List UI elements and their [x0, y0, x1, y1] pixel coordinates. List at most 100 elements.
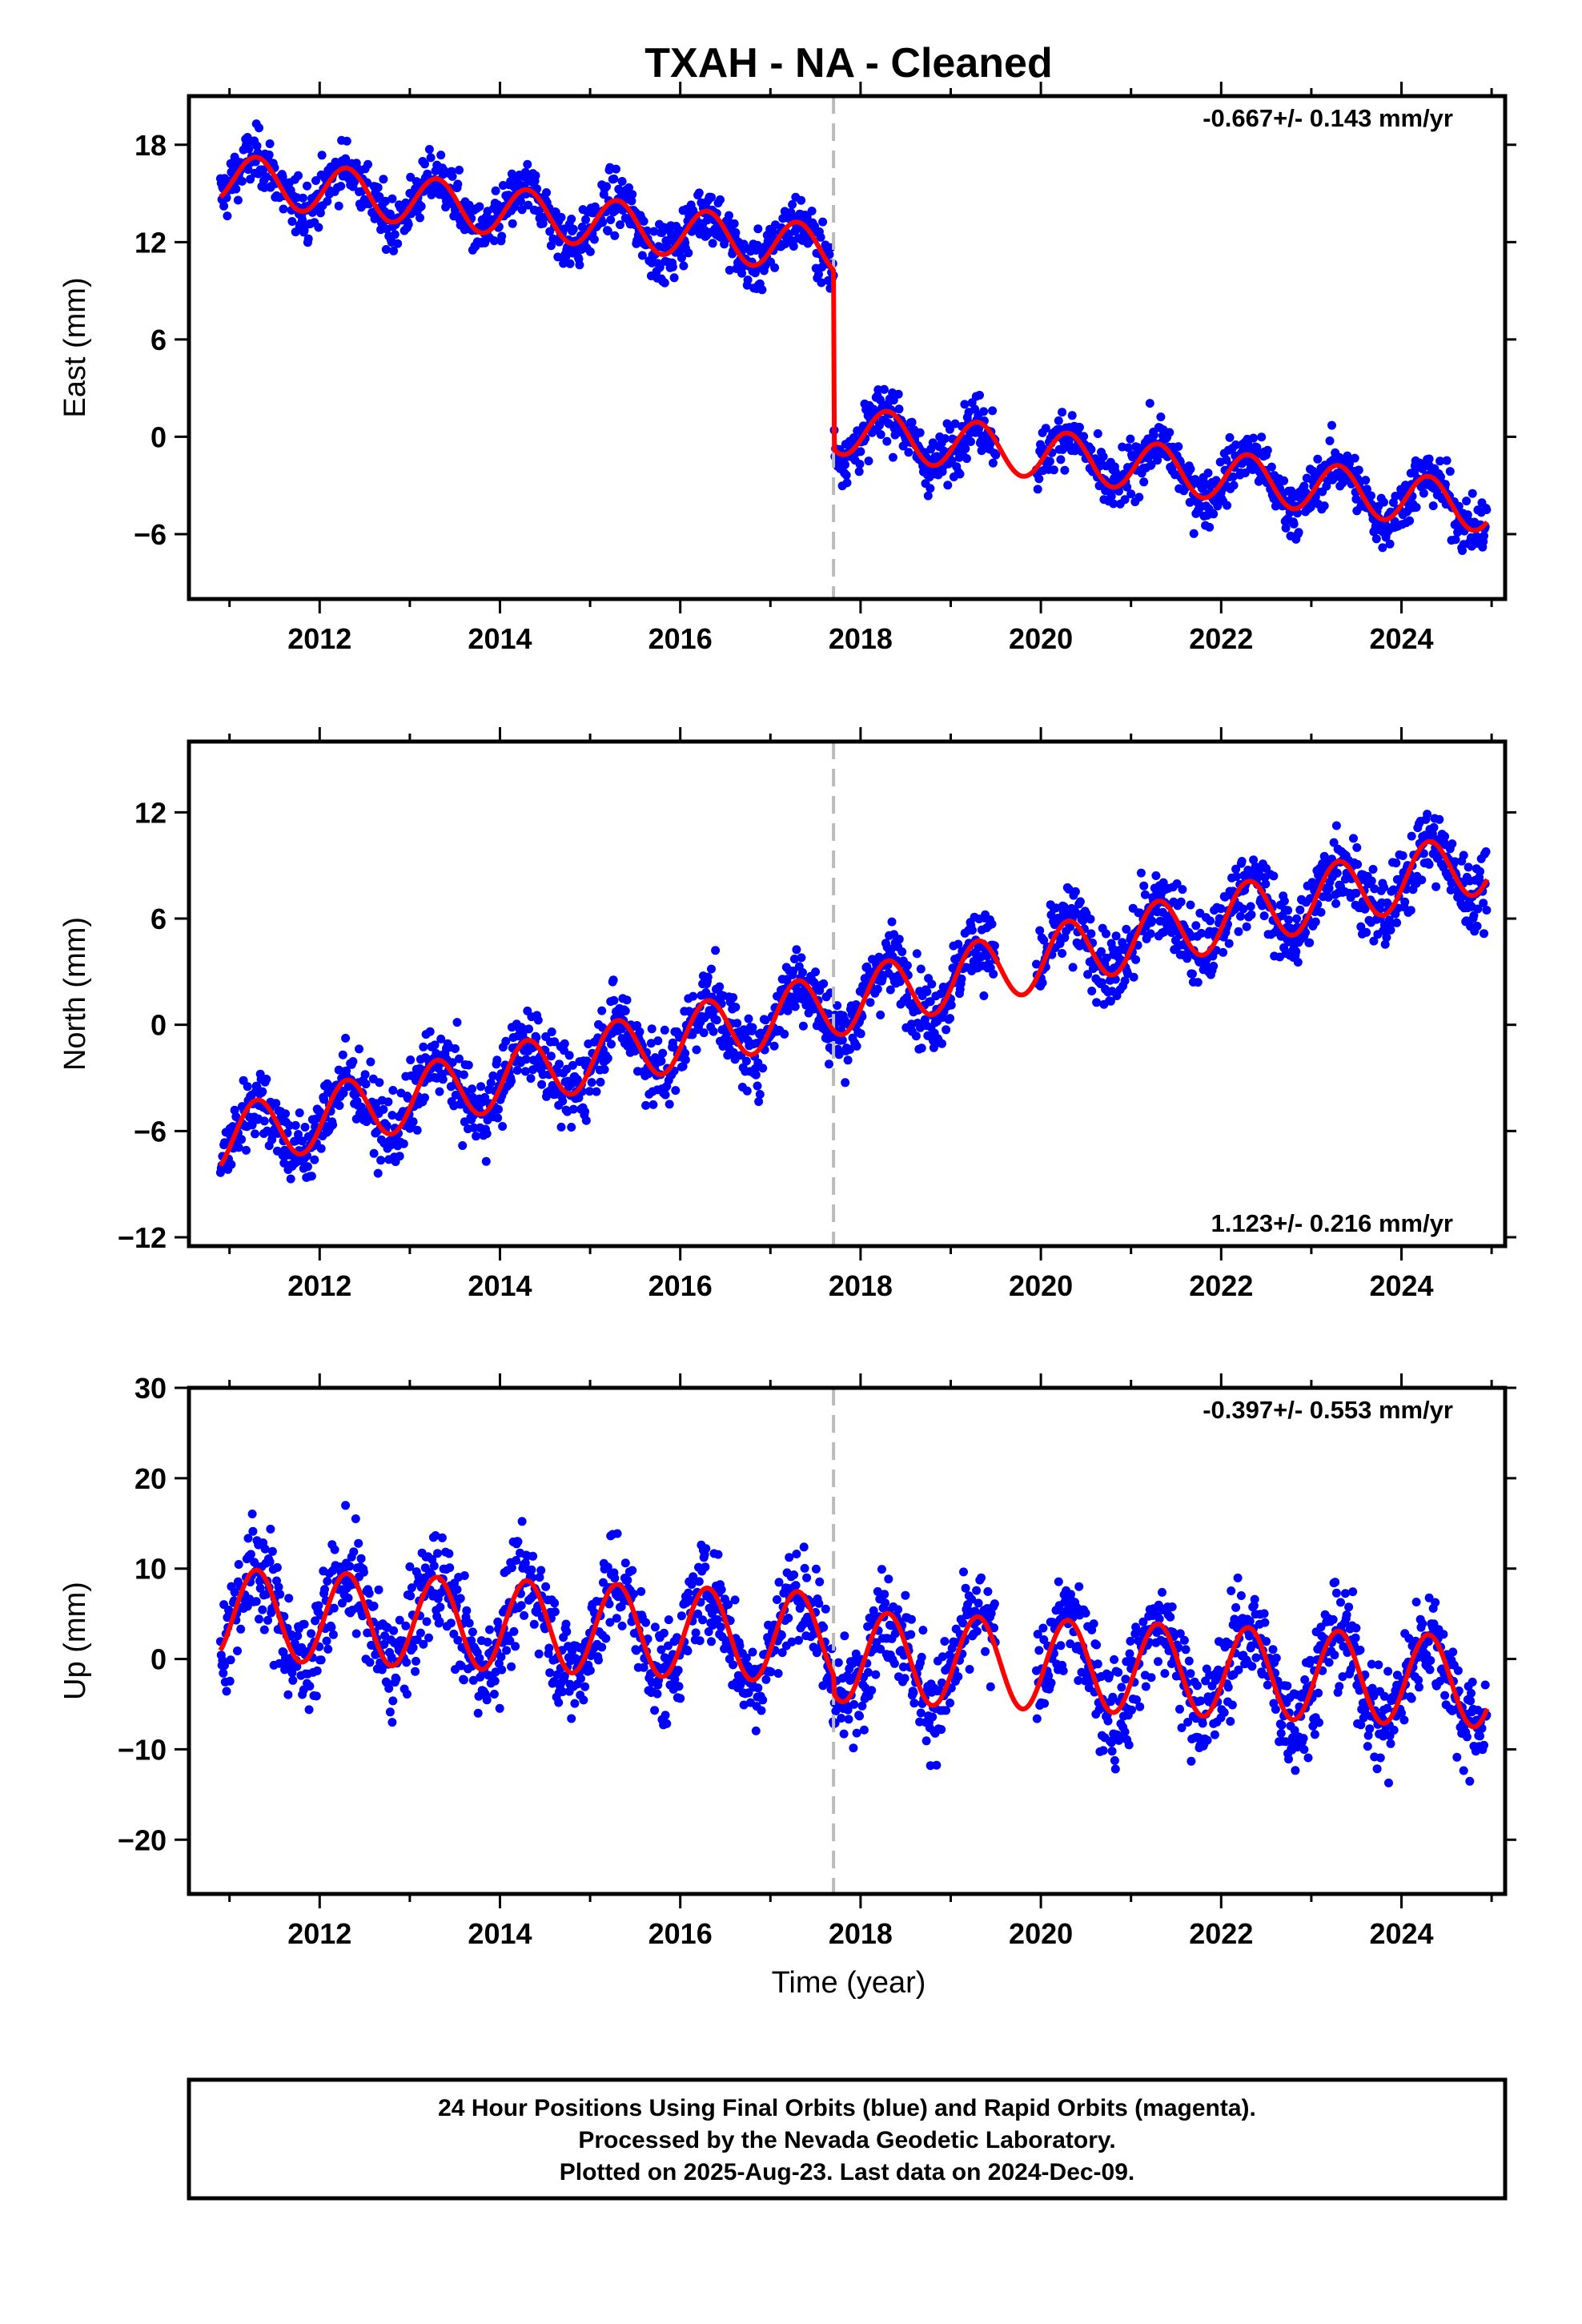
- data-point: [906, 1630, 916, 1639]
- data-point: [1325, 436, 1335, 445]
- data-point: [1223, 501, 1232, 510]
- data-point: [1067, 411, 1077, 420]
- data-point: [788, 199, 797, 209]
- data-point: [637, 251, 647, 260]
- data-point: [1289, 519, 1299, 529]
- data-point: [1089, 1619, 1098, 1629]
- data-point: [481, 1156, 491, 1166]
- data-point: [675, 226, 685, 235]
- data-point: [669, 273, 679, 283]
- data-point: [694, 1577, 704, 1586]
- data-point: [679, 261, 689, 271]
- data-point: [695, 1636, 705, 1646]
- up-panel: 2012 2014 2016 2018 2020 2022 2024−20−10010203…: [58, 1372, 1516, 1950]
- data-point: [1281, 523, 1291, 533]
- data-point: [757, 1706, 766, 1715]
- data-point: [1222, 455, 1231, 464]
- data-point: [507, 1076, 516, 1086]
- data-point: [242, 1145, 251, 1155]
- data-point: [650, 1706, 660, 1715]
- data-point: [717, 1585, 726, 1594]
- data-point: [1147, 916, 1157, 926]
- data-point: [938, 1039, 946, 1048]
- data-point: [901, 1590, 910, 1600]
- data-point: [1086, 915, 1095, 924]
- data-point: [1454, 501, 1464, 511]
- data-point: [251, 1597, 261, 1606]
- data-point: [246, 175, 255, 184]
- data-point: [523, 159, 532, 169]
- y-tick-label: 6: [151, 903, 167, 935]
- data-point: [311, 1691, 321, 1701]
- data-point: [855, 460, 865, 469]
- data-point: [758, 1063, 768, 1073]
- data-point: [1219, 947, 1228, 957]
- data-point: [404, 219, 413, 229]
- data-point: [568, 224, 578, 234]
- data-point: [567, 1123, 576, 1132]
- data-point: [713, 1550, 723, 1559]
- data-point: [968, 926, 977, 935]
- data-point: [770, 263, 780, 272]
- data-point: [603, 1054, 612, 1063]
- data-point: [423, 169, 432, 179]
- data-point: [798, 1021, 808, 1031]
- data-point: [262, 172, 271, 182]
- data-point: [379, 175, 388, 184]
- data-point: [403, 1690, 412, 1699]
- data-point: [961, 444, 970, 453]
- data-point: [1193, 978, 1203, 987]
- data-point: [922, 987, 932, 996]
- data-point: [636, 1586, 646, 1596]
- data-point: [553, 252, 563, 262]
- data-point: [1316, 907, 1326, 917]
- data-point: [303, 181, 311, 191]
- data-point: [612, 164, 620, 174]
- data-point: [424, 145, 434, 154]
- data-point: [941, 434, 950, 444]
- data-point: [753, 1683, 763, 1693]
- data-point: [1178, 885, 1187, 895]
- data-point: [1319, 501, 1329, 511]
- data-point: [1352, 842, 1362, 852]
- data-point: [620, 1558, 630, 1568]
- data-point: [661, 1711, 670, 1720]
- data-point: [498, 1122, 508, 1131]
- data-point: [1216, 904, 1226, 914]
- x-tick-label: 2022: [1189, 622, 1253, 655]
- data-point: [219, 1668, 228, 1678]
- data-point: [917, 1043, 926, 1053]
- data-point: [429, 1561, 439, 1570]
- data-point: [811, 967, 821, 977]
- data-point: [701, 1544, 711, 1554]
- data-point: [1045, 456, 1054, 466]
- data-point: [955, 469, 965, 479]
- data-points: [215, 810, 1492, 1184]
- data-point: [425, 1027, 435, 1036]
- data-point: [918, 1626, 928, 1635]
- data-point: [341, 1501, 351, 1510]
- data-point: [1480, 531, 1488, 541]
- data-point: [1146, 929, 1155, 939]
- data-point: [1371, 534, 1381, 544]
- data-point: [435, 1087, 444, 1096]
- data-point: [1176, 897, 1186, 907]
- data-point: [927, 979, 937, 989]
- data-point: [243, 165, 253, 175]
- data-point: [1424, 454, 1434, 464]
- data-point: [946, 1000, 956, 1010]
- data-point: [383, 1097, 393, 1107]
- data-point: [577, 223, 587, 231]
- data-point: [819, 979, 829, 988]
- data-point: [342, 136, 351, 146]
- data-point: [876, 1010, 885, 1019]
- data-point: [529, 1619, 539, 1629]
- data-point: [1087, 987, 1097, 995]
- data-point: [1442, 456, 1452, 465]
- data-point: [399, 1139, 408, 1148]
- data-point: [627, 196, 636, 206]
- data-point: [1086, 929, 1096, 939]
- data-point: [1283, 906, 1293, 915]
- data-point: [647, 1024, 656, 1034]
- data-point: [237, 176, 247, 186]
